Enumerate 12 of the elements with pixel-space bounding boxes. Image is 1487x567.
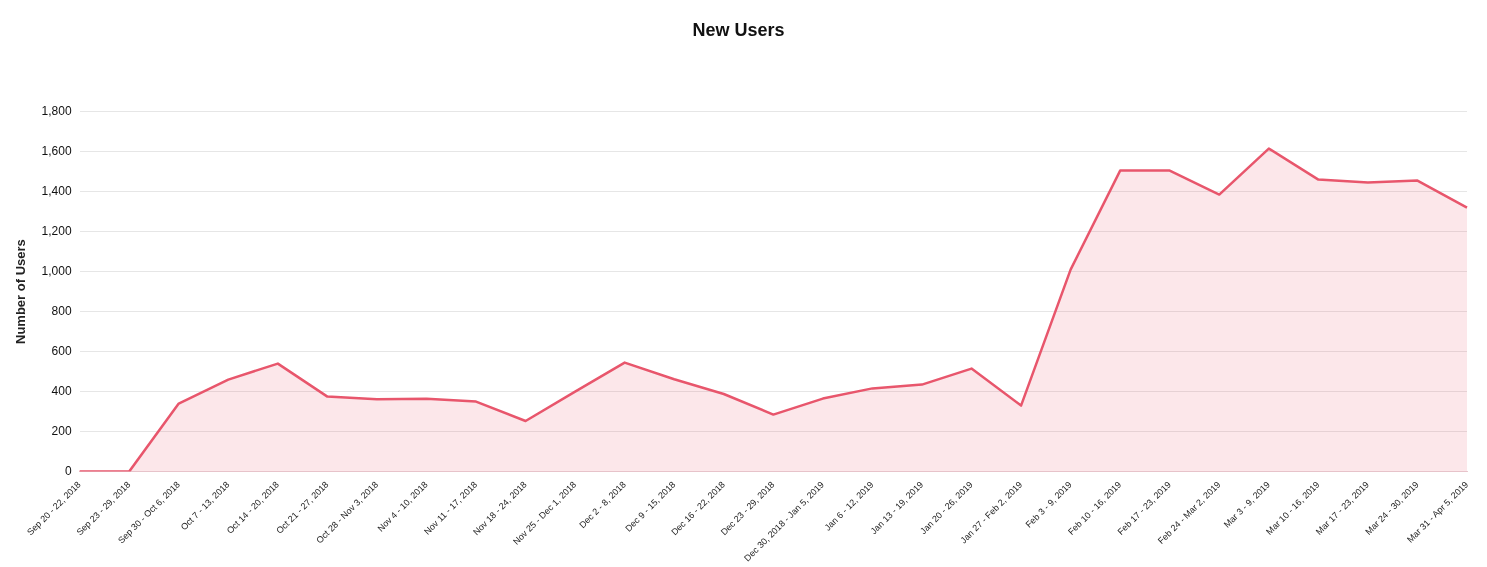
y-tick-label: 0	[64, 463, 72, 478]
y-tick-label: 1,600	[41, 143, 72, 158]
y-axis-title: Number of Users	[13, 239, 29, 344]
chart-title: New Users	[692, 19, 785, 40]
y-tick-label: 1,800	[41, 103, 72, 118]
y-tick-label: 600	[51, 343, 72, 358]
y-tick-label: 200	[51, 423, 72, 438]
y-tick-label: 1,000	[41, 263, 72, 278]
y-tick-label: 1,200	[41, 223, 72, 238]
y-tick-label: 800	[51, 303, 72, 318]
y-tick-label: 1,400	[41, 183, 72, 198]
y-tick-label: 400	[51, 383, 72, 398]
